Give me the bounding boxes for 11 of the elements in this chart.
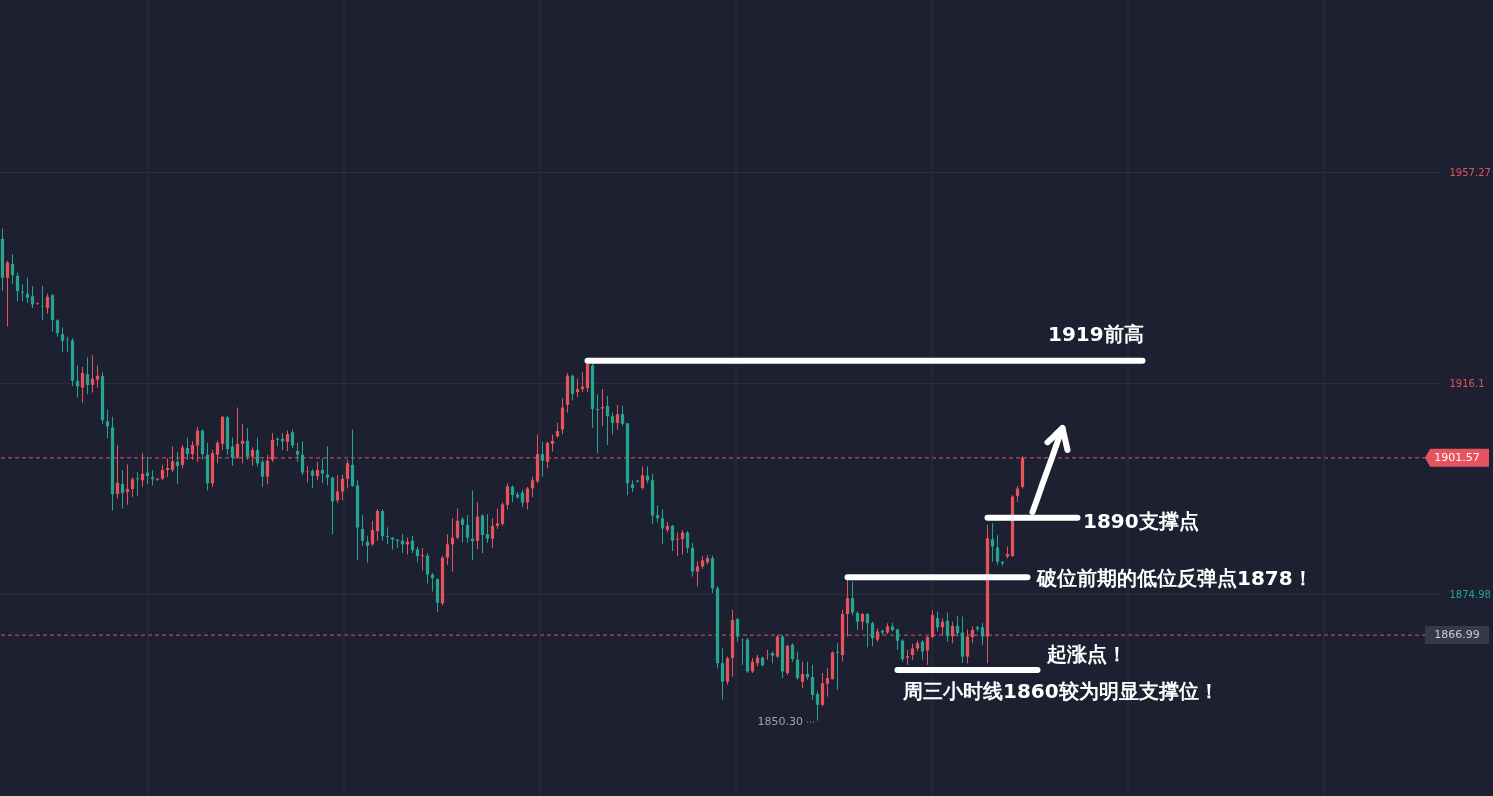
annotation: 破位前期的低位反弹点1878！ xyxy=(1036,566,1313,590)
annotation: 周三小时线1860较为明显支撑位！ xyxy=(902,679,1219,703)
annotation: 1890支撑点 xyxy=(1083,509,1199,533)
y-tick-label: 1957.27 xyxy=(1449,166,1491,178)
y-tick-label: 1916.1 xyxy=(1449,377,1485,389)
annotation: 1919前高 xyxy=(1048,321,1144,346)
ref-line-label: 1866.99 xyxy=(1434,628,1480,642)
annotation: 1850.30 xyxy=(757,715,803,728)
ref-line-label: 1901.57 xyxy=(1434,450,1480,464)
annotation: 起涨点！ xyxy=(1046,642,1127,666)
y-tick-label: 1874.98 xyxy=(1449,588,1491,600)
